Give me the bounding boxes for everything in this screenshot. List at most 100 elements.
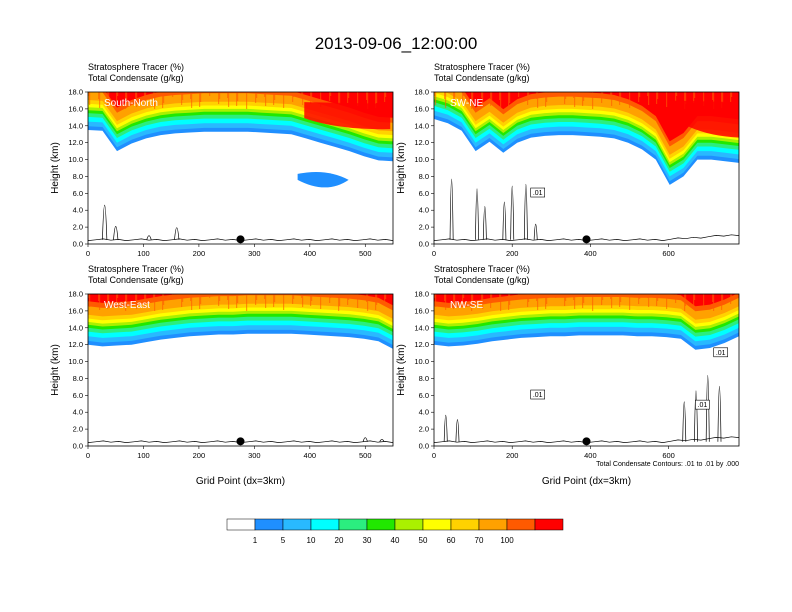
tracer-streak (471, 294, 473, 311)
tracer-streak (508, 294, 510, 310)
tracer-streak (125, 294, 127, 311)
tracer-streak (116, 294, 118, 303)
tracer-streak (209, 92, 211, 96)
colorbar-label: 20 (335, 536, 344, 545)
tracer-streak (375, 92, 377, 108)
tracer-band (434, 294, 739, 312)
tracer-streak (264, 92, 266, 97)
tracer-streak (573, 294, 575, 300)
contour-label-box (695, 399, 710, 410)
x-tick-label: 0 (432, 249, 436, 258)
tracer-streak (330, 294, 332, 298)
tracer-streak (444, 294, 446, 301)
tracer-streak (592, 92, 594, 109)
plot-frame (87, 91, 394, 245)
tracer-streak (320, 92, 322, 107)
x-tick-label: 200 (506, 451, 519, 460)
y-tick-label: 16.0 (68, 104, 83, 113)
tracer-streak (537, 294, 539, 310)
tracer-streak (731, 294, 733, 299)
y-tick-label: 10.0 (414, 155, 429, 164)
x-axis-label: Grid Point (dx=3km) (196, 476, 285, 487)
tracer-band-top (434, 92, 739, 142)
tracer-streak (376, 294, 378, 305)
tracer-streak (685, 92, 687, 104)
y-tick-label: 18.0 (414, 88, 429, 97)
y-tick-label: 18.0 (68, 88, 83, 97)
tracer-streak (666, 294, 668, 309)
tracer-streak (218, 92, 220, 104)
tracer-streak (107, 294, 109, 309)
tracer-streak (145, 92, 147, 101)
y-tick-label: 16.0 (414, 306, 429, 315)
tracer-streak (265, 92, 267, 106)
colorbar-swatch (534, 518, 564, 531)
y-axis-label: Height (km) (50, 344, 61, 396)
panel-sw-ne: Stratosphere Tracer (%)Total Condensate … (396, 62, 740, 258)
y-tick-label: 10.0 (414, 357, 429, 366)
tracer-streak (509, 294, 511, 305)
tracer-streak (712, 92, 714, 100)
tracer-streak (693, 92, 695, 103)
tracer-streak (339, 92, 341, 104)
tracer-streak (135, 92, 137, 98)
tracer-streak (610, 294, 612, 299)
y-tick-label: 14.0 (414, 323, 429, 332)
tracer-streak (256, 294, 258, 300)
tracer-field: .01 .01 .01 (434, 294, 739, 446)
tracer-band-top (88, 92, 393, 118)
tracer-streak (694, 92, 696, 98)
tracer-streak (228, 92, 230, 107)
tracer-streak (647, 92, 649, 96)
tracer-streak (703, 92, 705, 106)
tracer-streak (366, 294, 368, 302)
x-tick-label: 0 (432, 451, 436, 460)
contour-label-box (713, 347, 729, 358)
colorbar-swatch (478, 518, 508, 531)
tracer-streak (647, 294, 649, 298)
tracer-streak (357, 294, 359, 308)
condensate-contour (362, 437, 368, 442)
tracer-streak (583, 294, 585, 303)
condensate-contour (475, 188, 479, 240)
tracer-streak (219, 92, 221, 99)
condensate-contour (682, 401, 687, 442)
contour-label-box (530, 187, 546, 198)
tracer-streak (518, 92, 520, 97)
contour-label: .01 (698, 402, 708, 409)
colorbar-label: 50 (419, 536, 428, 545)
tracer-streak (666, 92, 668, 107)
tracer-streak (237, 294, 239, 303)
tracer-streak (703, 294, 705, 308)
location-dot (582, 437, 591, 446)
x-tick-label: 200 (193, 451, 206, 460)
y-tick-label: 12.0 (414, 340, 429, 349)
tracer-streak (190, 294, 192, 301)
condensate-contour (113, 226, 119, 240)
tracer-streak (463, 92, 465, 96)
y-tick-label: 16.0 (68, 306, 83, 315)
location-dot (236, 235, 245, 244)
tracer-streak (482, 92, 484, 107)
y-axis-label: Height (km) (396, 344, 407, 396)
condensate-contour (523, 184, 528, 240)
tracer-streak (518, 294, 520, 299)
tracer-streak (283, 92, 285, 108)
tracer-streak (463, 294, 465, 298)
tracer-core (304, 102, 391, 130)
tracer-streak (191, 294, 193, 310)
condensate-contour (510, 185, 515, 240)
tracer-streak (98, 294, 100, 301)
x-tick-label: 300 (248, 451, 261, 460)
x-tick-label: 200 (506, 249, 519, 258)
tracer-streak (376, 92, 378, 103)
colorbar-label: 100 (500, 536, 514, 545)
tracer-streak (713, 92, 715, 109)
tracer-streak (154, 92, 156, 109)
x-tick-label: 400 (584, 249, 597, 258)
tracer-streak (648, 294, 650, 307)
tracer-streak (445, 92, 447, 108)
tracer-streak (454, 294, 456, 304)
y-tick-label: 0.0 (73, 442, 83, 451)
